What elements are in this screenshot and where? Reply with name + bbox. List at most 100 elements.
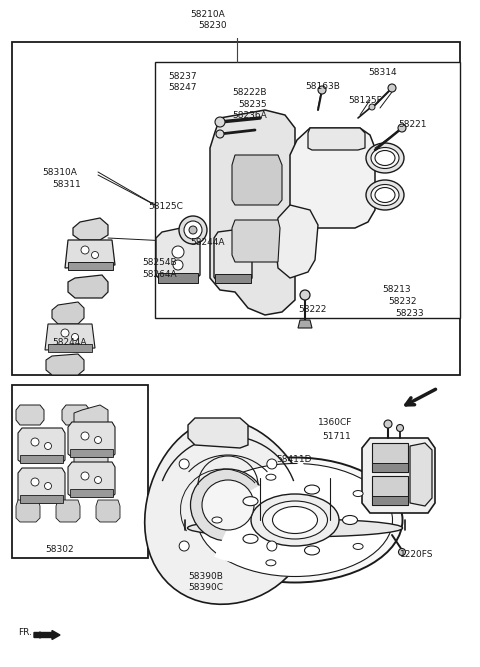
- Text: 58390C: 58390C: [188, 583, 223, 592]
- Text: 58235: 58235: [238, 100, 266, 109]
- Circle shape: [172, 246, 184, 258]
- Circle shape: [92, 251, 98, 259]
- Text: 58233: 58233: [395, 309, 424, 318]
- Polygon shape: [73, 218, 108, 240]
- Text: 1220FS: 1220FS: [400, 550, 433, 559]
- Polygon shape: [362, 438, 435, 513]
- Circle shape: [267, 541, 277, 551]
- Ellipse shape: [371, 147, 399, 169]
- Polygon shape: [16, 500, 40, 522]
- Ellipse shape: [212, 517, 222, 523]
- Text: 58264A: 58264A: [142, 270, 177, 279]
- Text: 58244A: 58244A: [190, 238, 225, 247]
- Ellipse shape: [188, 519, 403, 537]
- Circle shape: [369, 104, 375, 110]
- Text: 58390B: 58390B: [188, 572, 223, 581]
- Ellipse shape: [197, 464, 393, 576]
- Text: 58311: 58311: [52, 180, 81, 189]
- Ellipse shape: [243, 534, 258, 544]
- Ellipse shape: [371, 185, 399, 205]
- Circle shape: [61, 329, 69, 337]
- Circle shape: [398, 548, 406, 556]
- Polygon shape: [18, 428, 65, 463]
- Circle shape: [388, 84, 396, 92]
- Circle shape: [95, 436, 101, 444]
- Circle shape: [267, 459, 277, 469]
- Polygon shape: [52, 302, 84, 324]
- Circle shape: [398, 124, 406, 132]
- Polygon shape: [214, 461, 311, 563]
- Ellipse shape: [251, 494, 339, 546]
- Polygon shape: [232, 220, 280, 262]
- Text: 58125F: 58125F: [348, 96, 382, 105]
- Ellipse shape: [273, 506, 317, 534]
- Circle shape: [384, 420, 392, 428]
- Text: 58236A: 58236A: [232, 111, 267, 120]
- Bar: [12, 385, 148, 558]
- Polygon shape: [65, 240, 115, 268]
- Text: 58254B: 58254B: [142, 258, 177, 267]
- Circle shape: [179, 459, 189, 469]
- Ellipse shape: [366, 180, 404, 210]
- Text: 51711: 51711: [322, 432, 351, 441]
- Text: 58314: 58314: [368, 68, 396, 77]
- Bar: [68, 262, 113, 270]
- Ellipse shape: [353, 544, 363, 550]
- Circle shape: [81, 432, 89, 440]
- Polygon shape: [275, 205, 318, 278]
- Text: 58310A: 58310A: [42, 168, 77, 177]
- Polygon shape: [68, 462, 115, 497]
- Polygon shape: [290, 128, 375, 228]
- Polygon shape: [74, 445, 108, 469]
- Ellipse shape: [243, 497, 258, 506]
- Polygon shape: [68, 275, 108, 298]
- FancyArrow shape: [34, 630, 60, 640]
- Polygon shape: [96, 500, 120, 522]
- Bar: [12, 42, 460, 375]
- Bar: [372, 496, 408, 505]
- Bar: [158, 273, 198, 283]
- Text: 58230: 58230: [199, 21, 228, 30]
- Text: FR.: FR.: [18, 628, 32, 637]
- Polygon shape: [232, 155, 282, 205]
- Circle shape: [179, 541, 189, 551]
- Bar: [70, 489, 113, 497]
- Text: 58210A: 58210A: [191, 10, 226, 19]
- Text: 58222: 58222: [298, 305, 326, 314]
- Circle shape: [300, 290, 310, 300]
- Circle shape: [184, 221, 202, 239]
- Circle shape: [81, 472, 89, 480]
- Polygon shape: [372, 476, 408, 505]
- Circle shape: [396, 424, 404, 432]
- Polygon shape: [372, 443, 408, 472]
- Circle shape: [318, 86, 326, 94]
- Polygon shape: [210, 110, 295, 315]
- Circle shape: [81, 246, 89, 254]
- Polygon shape: [62, 405, 90, 425]
- Bar: [48, 344, 92, 352]
- Polygon shape: [308, 128, 365, 150]
- Bar: [155, 62, 460, 318]
- Text: 58125C: 58125C: [148, 202, 183, 211]
- Polygon shape: [144, 420, 312, 604]
- Polygon shape: [45, 324, 95, 350]
- Circle shape: [45, 482, 51, 490]
- Ellipse shape: [304, 485, 320, 494]
- Text: 58163B: 58163B: [305, 82, 340, 91]
- Bar: [70, 449, 113, 457]
- Ellipse shape: [343, 516, 358, 524]
- Circle shape: [215, 117, 225, 127]
- Bar: [372, 463, 408, 472]
- Text: 58221: 58221: [398, 120, 427, 129]
- Bar: [20, 455, 63, 463]
- Bar: [215, 274, 251, 283]
- Text: 58222B: 58222B: [232, 88, 266, 97]
- Circle shape: [45, 442, 51, 450]
- Polygon shape: [18, 468, 65, 503]
- Ellipse shape: [375, 187, 395, 203]
- Text: 58411D: 58411D: [276, 455, 312, 464]
- Ellipse shape: [266, 560, 276, 566]
- Circle shape: [31, 478, 39, 486]
- Ellipse shape: [353, 490, 363, 496]
- Ellipse shape: [202, 480, 254, 530]
